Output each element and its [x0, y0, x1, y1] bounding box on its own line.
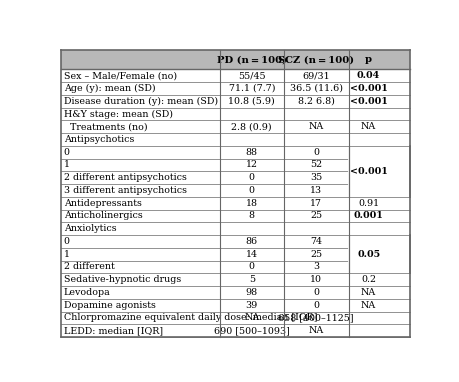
Text: 98: 98 [246, 288, 258, 297]
Text: 0: 0 [313, 288, 319, 297]
Text: 2 different antipsychotics: 2 different antipsychotics [64, 173, 187, 182]
Text: 0.2: 0.2 [361, 275, 376, 284]
Text: 17: 17 [310, 199, 322, 208]
Text: 69/31: 69/31 [302, 71, 330, 80]
Text: NA: NA [361, 301, 376, 310]
Text: <0.001: <0.001 [350, 84, 387, 93]
Text: 71.1 (7.7): 71.1 (7.7) [229, 84, 275, 93]
Text: Disease duration (y): mean (SD): Disease duration (y): mean (SD) [64, 97, 218, 106]
Text: 5: 5 [249, 275, 255, 284]
Text: PD (n = 100): PD (n = 100) [217, 55, 287, 64]
Text: NA: NA [244, 313, 259, 322]
Bar [61, 273, 409, 286]
Text: 0: 0 [313, 301, 319, 310]
Bar [61, 248, 409, 261]
Bar [61, 159, 409, 172]
Text: 13: 13 [310, 186, 322, 195]
Text: NA: NA [308, 326, 324, 335]
Bar [61, 82, 409, 95]
Text: Anxiolytics: Anxiolytics [64, 224, 117, 233]
Text: 10.8 (5.9): 10.8 (5.9) [229, 97, 275, 106]
Text: <0.001: <0.001 [350, 97, 387, 106]
Text: 36.5 (11.6): 36.5 (11.6) [290, 84, 343, 93]
Text: NA: NA [361, 122, 376, 131]
Text: NA: NA [308, 122, 324, 131]
Text: 10: 10 [310, 275, 322, 284]
Bar [61, 324, 409, 337]
Bar [61, 70, 409, 82]
Text: Age (y): mean (SD): Age (y): mean (SD) [64, 84, 156, 93]
Text: Sedative-hypnotic drugs: Sedative-hypnotic drugs [64, 275, 181, 284]
Text: p: p [365, 55, 372, 64]
Text: 3 different antipsychotics: 3 different antipsychotics [64, 186, 187, 195]
Bar [61, 312, 409, 324]
Text: 0.04: 0.04 [357, 71, 380, 80]
Bar [61, 95, 409, 108]
Text: 86: 86 [246, 237, 258, 246]
Text: 88: 88 [246, 148, 258, 157]
Text: 8.2 6.8): 8.2 6.8) [298, 97, 335, 106]
Text: Dopamine agonists: Dopamine agonists [64, 301, 156, 310]
Text: 0: 0 [64, 237, 70, 246]
Text: 39: 39 [246, 301, 258, 310]
Text: 25: 25 [310, 212, 322, 220]
Text: 74: 74 [310, 237, 322, 246]
Text: 8: 8 [249, 212, 255, 220]
Text: Chlorpromazine equivalent daily dose: median [IQR]: Chlorpromazine equivalent daily dose: me… [64, 313, 317, 322]
Text: 55/45: 55/45 [238, 71, 266, 80]
Text: 1: 1 [64, 250, 70, 259]
Bar [61, 133, 409, 146]
Bar [61, 222, 409, 235]
Bar [61, 210, 409, 222]
Bar [61, 235, 409, 248]
Text: SCZ (n = 100): SCZ (n = 100) [278, 55, 354, 64]
Text: 3: 3 [313, 262, 319, 272]
Text: LEDD: median [IQR]: LEDD: median [IQR] [64, 326, 163, 335]
Bar [61, 120, 409, 133]
Text: Sex – Male/Female (no): Sex – Male/Female (no) [64, 71, 177, 80]
Bar [61, 184, 409, 197]
Text: 18: 18 [246, 199, 258, 208]
Text: 690 [500–1093]: 690 [500–1093] [214, 326, 290, 335]
Text: 52: 52 [310, 160, 322, 170]
Bar [61, 146, 409, 159]
Text: Antipsychotics: Antipsychotics [64, 135, 134, 144]
Text: 25: 25 [310, 250, 322, 259]
Text: 0.001: 0.001 [353, 212, 384, 220]
Text: 1: 1 [64, 160, 70, 170]
Text: 2 different: 2 different [64, 262, 115, 272]
Text: 0.05: 0.05 [357, 250, 380, 259]
Text: Antidepressants: Antidepressants [64, 199, 142, 208]
Text: Treatments (no): Treatments (no) [64, 122, 147, 131]
Text: NA: NA [361, 288, 376, 297]
Text: 12: 12 [246, 160, 258, 170]
Text: 0: 0 [249, 173, 255, 182]
Bar [61, 299, 409, 312]
Text: 0: 0 [64, 148, 70, 157]
Text: 0.91: 0.91 [358, 199, 379, 208]
Bar [61, 197, 409, 210]
Text: H&Y stage: mean (SD): H&Y stage: mean (SD) [64, 109, 173, 118]
Bar [61, 172, 409, 184]
Text: Anticholinergics: Anticholinergics [64, 212, 143, 220]
Text: 2.8 (0.9): 2.8 (0.9) [231, 122, 272, 131]
Bar [61, 108, 409, 120]
Text: 658 [400–1125]: 658 [400–1125] [279, 313, 354, 322]
Text: Levodopa: Levodopa [64, 288, 111, 297]
Text: 0: 0 [249, 186, 255, 195]
Text: 0: 0 [313, 148, 319, 157]
Text: 14: 14 [246, 250, 258, 259]
Bar [61, 50, 409, 70]
Bar [61, 286, 409, 299]
Text: <0.001: <0.001 [350, 167, 387, 176]
Bar [61, 261, 409, 273]
Text: 35: 35 [310, 173, 322, 182]
Text: 0: 0 [249, 262, 255, 272]
